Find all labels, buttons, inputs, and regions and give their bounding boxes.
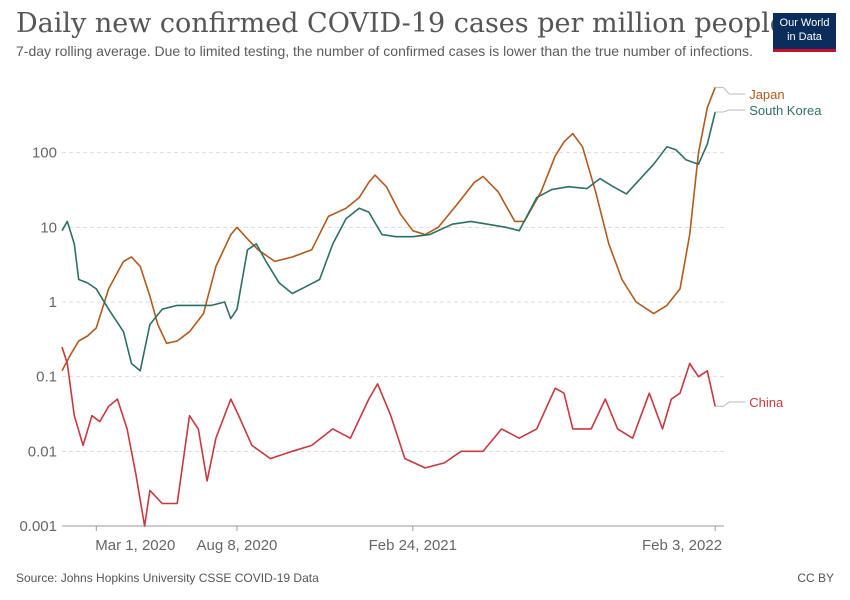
legend-label-china[interactable]: China xyxy=(749,395,784,410)
y-tick-label: 1 xyxy=(49,294,57,311)
y-tick-label: 0.01 xyxy=(28,443,57,460)
x-tick-label: Feb 24, 2021 xyxy=(369,537,457,554)
logo-line-2: in Data xyxy=(787,31,822,43)
x-tick-label: Feb 3, 2022 xyxy=(642,537,722,554)
y-tick-label: 0.1 xyxy=(36,369,57,386)
chart-title: Daily new confirmed COVID-19 cases per m… xyxy=(16,8,786,39)
logo-line-1: Our World xyxy=(779,17,830,29)
y-tick-label: 0.001 xyxy=(19,518,57,535)
legend-connector xyxy=(715,109,746,113)
series-layer xyxy=(61,87,716,527)
axis-layer: 0.001 0.01 0.1 1 10 100 Mar 1, 2020 Aug 8, 2020… xyxy=(19,145,724,554)
x-tick-label: Mar 1, 2020 xyxy=(95,537,175,554)
chart-subtitle: 7-day rolling average. Due to limited te… xyxy=(16,43,753,59)
series-line-japan[interactable] xyxy=(61,87,716,372)
legend-label-japan[interactable]: Japan xyxy=(749,87,784,102)
owid-logo[interactable]: Our World in Data xyxy=(773,13,836,52)
legend-label-south-korea[interactable]: South Korea xyxy=(749,103,822,118)
source-note: Source: Johns Hopkins University CSSE CO… xyxy=(16,571,319,585)
grid-layer xyxy=(62,152,724,452)
legend-connector xyxy=(715,401,746,407)
y-tick-label: 10 xyxy=(40,219,57,236)
x-tick-label: Aug 8, 2020 xyxy=(196,537,277,554)
series-line-china[interactable] xyxy=(61,346,716,527)
series-line-south-korea[interactable] xyxy=(61,111,716,372)
legend-connector xyxy=(715,86,746,95)
y-tick-label: 100 xyxy=(32,145,57,162)
license-link[interactable]: CC BY xyxy=(797,571,834,585)
